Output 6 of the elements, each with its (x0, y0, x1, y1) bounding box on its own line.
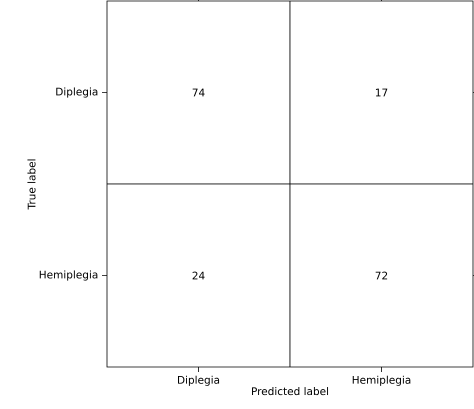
data-label: 24 (192, 272, 205, 280)
data-label: 72 (376, 272, 388, 280)
y-axis-title: True label (27, 159, 36, 210)
data-label: 17 (376, 88, 388, 96)
x-axis-title: Predicted label (252, 387, 328, 396)
data-label: 74 (192, 88, 205, 96)
